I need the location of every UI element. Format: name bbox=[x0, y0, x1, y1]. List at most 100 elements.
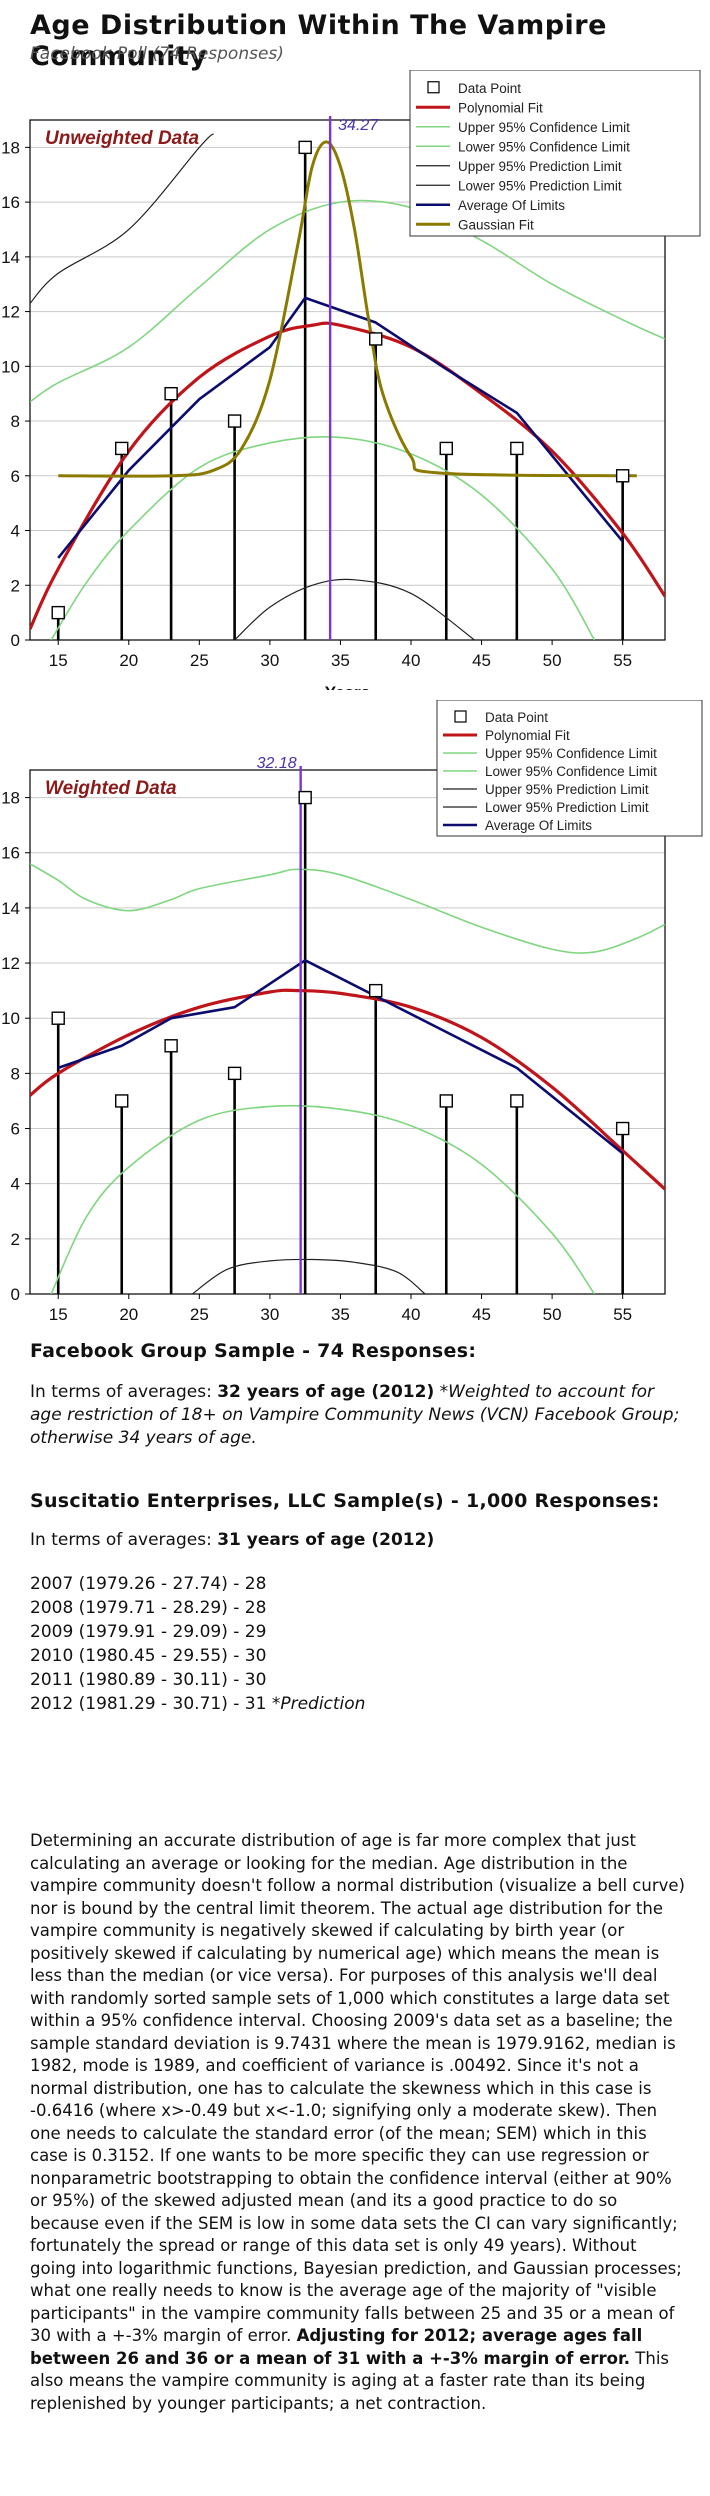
y-tick-label: 10 bbox=[1, 1009, 20, 1028]
series-lower-95-confidence-limit bbox=[50, 1104, 596, 1294]
x-tick-label: 30 bbox=[260, 651, 279, 670]
year-row: 2007 (1979.26 - 27.74) - 28 bbox=[30, 1574, 267, 1594]
year-row: 2010 (1980.45 - 29.55) - 30 bbox=[30, 1646, 267, 1666]
facebook-heading: Facebook Group Sample - 74 Responses: bbox=[30, 1340, 477, 1362]
suscitatio-heading: Suscitatio Enterprises, LLC Sample(s) - … bbox=[30, 1490, 660, 1512]
legend-label-average-of-limits: Average Of Limits bbox=[458, 198, 565, 213]
x-tick-label: 40 bbox=[402, 1305, 421, 1324]
analysis-text: Determining an accurate distribution of … bbox=[30, 1831, 685, 2345]
x-tick-label: 55 bbox=[613, 1305, 632, 1324]
data-point bbox=[115, 1094, 129, 1108]
legend-swatch-data-point bbox=[427, 81, 440, 94]
y-tick-label: 14 bbox=[1, 899, 20, 918]
series-lower-95-prediction-limit bbox=[234, 578, 475, 640]
page-subtitle: Facebook Poll (74 Responses) bbox=[30, 44, 284, 64]
legend-label-gaussian-fit: Gaussian Fit bbox=[458, 217, 534, 232]
plot-area bbox=[30, 797, 665, 1294]
legend-label-upper-95-confidence-limit: Upper 95% Confidence Limit bbox=[485, 746, 657, 761]
y-tick-label: 6 bbox=[11, 1120, 20, 1139]
y-tick-label: 18 bbox=[1, 138, 20, 157]
year-row-text: 2012 (1981.29 - 30.71) - 31 bbox=[30, 1694, 267, 1714]
legend-box bbox=[409, 70, 701, 237]
x-tick-label: 45 bbox=[472, 1305, 491, 1324]
unweighted-chart: 0 2 4 6 8 10 12 14 16 18 15 20 25 30 35 40 45 50 55 Years 34… bbox=[1, 70, 701, 690]
data-point bbox=[164, 1039, 178, 1053]
x-axis-label: Years bbox=[325, 683, 370, 690]
facebook-avg-prefix: In terms of averages: bbox=[30, 1382, 212, 1402]
x-tick-label: 35 bbox=[331, 651, 350, 670]
data-point bbox=[439, 1094, 453, 1108]
x-tick-label: 40 bbox=[402, 651, 421, 670]
prediction-note: *Prediction bbox=[271, 1694, 366, 1714]
legend-label-polynomial-fit: Polynomial Fit bbox=[485, 728, 570, 743]
analysis-end: This also means the vampire community is… bbox=[30, 2348, 670, 2413]
x-tick-label: 15 bbox=[49, 1305, 68, 1324]
data-point bbox=[51, 1011, 65, 1025]
x-tick-label: 25 bbox=[190, 651, 209, 670]
series-average-of-limits bbox=[57, 296, 624, 559]
facebook-average: In terms of averages: 32 years of age (2… bbox=[30, 1381, 685, 1450]
legend-label-upper-95-prediction-limit: Upper 95% Prediction Limit bbox=[485, 782, 649, 797]
y-tick-label: 10 bbox=[1, 357, 20, 376]
plot-area bbox=[30, 133, 665, 640]
y-tick-label: 12 bbox=[1, 303, 20, 322]
data-point bbox=[227, 1066, 242, 1081]
series-lower-95-prediction-limit bbox=[191, 1258, 426, 1294]
facebook-avg-value: 32 years of age (2012) bbox=[217, 1382, 435, 1402]
analysis-paragraph: Determining an accurate distribution of … bbox=[30, 1830, 685, 2415]
x-tick-label: 25 bbox=[190, 1305, 209, 1324]
data-point bbox=[227, 414, 242, 428]
data-point bbox=[510, 1094, 524, 1108]
data-point bbox=[615, 469, 630, 483]
y-tick-label: 14 bbox=[1, 248, 20, 267]
suscitatio-average: In terms of averages: 31 years of age (2… bbox=[30, 1529, 685, 1552]
y-tick-label: 8 bbox=[11, 1064, 20, 1083]
legend-label-lower-95-prediction-limit: Lower 95% Prediction Limit bbox=[485, 800, 649, 815]
legend-box bbox=[436, 700, 703, 837]
x-tick-label: 50 bbox=[543, 1305, 562, 1324]
y-tick-label: 2 bbox=[11, 576, 20, 595]
series-lower-95-confidence-limit bbox=[50, 436, 596, 640]
legend-label-lower-95-prediction-limit: Lower 95% Prediction Limit bbox=[458, 178, 622, 193]
marker-label: 34.27 bbox=[338, 117, 379, 134]
series-average-of-limits bbox=[57, 958, 624, 1155]
legend-label-average-of-limits: Average Of Limits bbox=[485, 818, 592, 833]
chart-label: Unweighted Data bbox=[45, 128, 200, 149]
data-point bbox=[298, 140, 312, 155]
data-point bbox=[369, 332, 383, 346]
legend-label-lower-95-confidence-limit: Lower 95% Confidence Limit bbox=[485, 764, 657, 779]
y-tick-label: 18 bbox=[1, 789, 20, 808]
data-point bbox=[115, 441, 129, 456]
y-tick-label: 0 bbox=[11, 1285, 20, 1304]
facebook-section: Facebook Group Sample - 74 Responses: In… bbox=[30, 1340, 685, 1450]
weighted-chart: 0 2 4 6 8 10 12 14 16 18 15 20 25 30 35 40 45 50 55 Years 32… bbox=[1, 700, 703, 1340]
y-tick-label: 4 bbox=[11, 1175, 20, 1194]
analysis-bold: Adjusting for 2012; average ages fall be… bbox=[30, 2326, 643, 2368]
data-point bbox=[439, 441, 453, 456]
year-list: 2007 (1979.26 - 27.74) - 28 2008 (1979.7… bbox=[30, 1572, 685, 1716]
x-tick-label: 50 bbox=[543, 651, 562, 670]
legend-label-upper-95-confidence-limit: Upper 95% Confidence Limit bbox=[458, 120, 630, 135]
y-tick-label: 16 bbox=[1, 193, 20, 212]
x-tick-label: 20 bbox=[119, 651, 138, 670]
suscitatio-avg-prefix: In terms of averages: bbox=[30, 1530, 212, 1550]
y-tick-label: 2 bbox=[11, 1230, 20, 1249]
suscitatio-avg-value: 31 years of age (2012) bbox=[217, 1530, 435, 1550]
x-tick-label: 35 bbox=[331, 1305, 350, 1324]
plot-frame bbox=[29, 119, 666, 641]
plot-frame bbox=[29, 769, 666, 1295]
x-tick-label: 15 bbox=[49, 651, 68, 670]
marker-label: 32.18 bbox=[257, 755, 297, 772]
series-upper-95-confidence-limit bbox=[30, 199, 665, 403]
y-tick-label: 6 bbox=[11, 467, 20, 486]
series-polynomial-fit bbox=[30, 321, 665, 630]
data-point bbox=[369, 983, 383, 998]
x-tick-label: 45 bbox=[472, 651, 491, 670]
data-point bbox=[298, 790, 312, 805]
suscitatio-section: Suscitatio Enterprises, LLC Sample(s) - … bbox=[30, 1490, 685, 1716]
page-title: Age Distribution Within The Vampire Comm… bbox=[30, 10, 607, 72]
data-point bbox=[510, 441, 524, 456]
data-point bbox=[615, 1121, 630, 1136]
y-tick-label: 4 bbox=[11, 522, 20, 541]
series-polynomial-fit bbox=[30, 988, 665, 1191]
